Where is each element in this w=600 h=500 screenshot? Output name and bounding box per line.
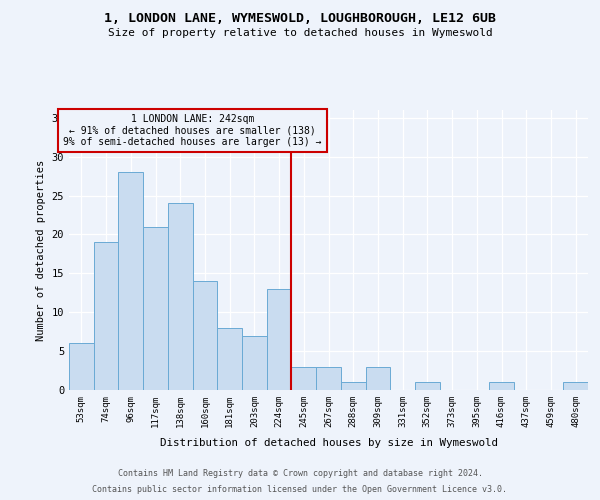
Bar [118,172,143,390]
Bar [365,366,390,390]
Bar [69,344,94,390]
Text: Contains HM Land Registry data © Crown copyright and database right 2024.: Contains HM Land Registry data © Crown c… [118,470,482,478]
Bar [143,226,168,390]
Text: 1 LONDON LANE: 242sqm
← 91% of detached houses are smaller (138)
9% of semi-deta: 1 LONDON LANE: 242sqm ← 91% of detached … [64,114,322,147]
Bar [415,382,440,390]
Text: Contains public sector information licensed under the Open Government Licence v3: Contains public sector information licen… [92,484,508,494]
Bar [267,289,292,390]
Bar [217,328,242,390]
Bar [563,382,588,390]
Text: Distribution of detached houses by size in Wymeswold: Distribution of detached houses by size … [160,438,498,448]
Bar [168,204,193,390]
Bar [489,382,514,390]
Bar [341,382,365,390]
Y-axis label: Number of detached properties: Number of detached properties [36,160,46,340]
Bar [242,336,267,390]
Text: 1, LONDON LANE, WYMESWOLD, LOUGHBOROUGH, LE12 6UB: 1, LONDON LANE, WYMESWOLD, LOUGHBOROUGH,… [104,12,496,26]
Bar [94,242,118,390]
Bar [292,366,316,390]
Bar [316,366,341,390]
Bar [193,281,217,390]
Text: Size of property relative to detached houses in Wymeswold: Size of property relative to detached ho… [107,28,493,38]
